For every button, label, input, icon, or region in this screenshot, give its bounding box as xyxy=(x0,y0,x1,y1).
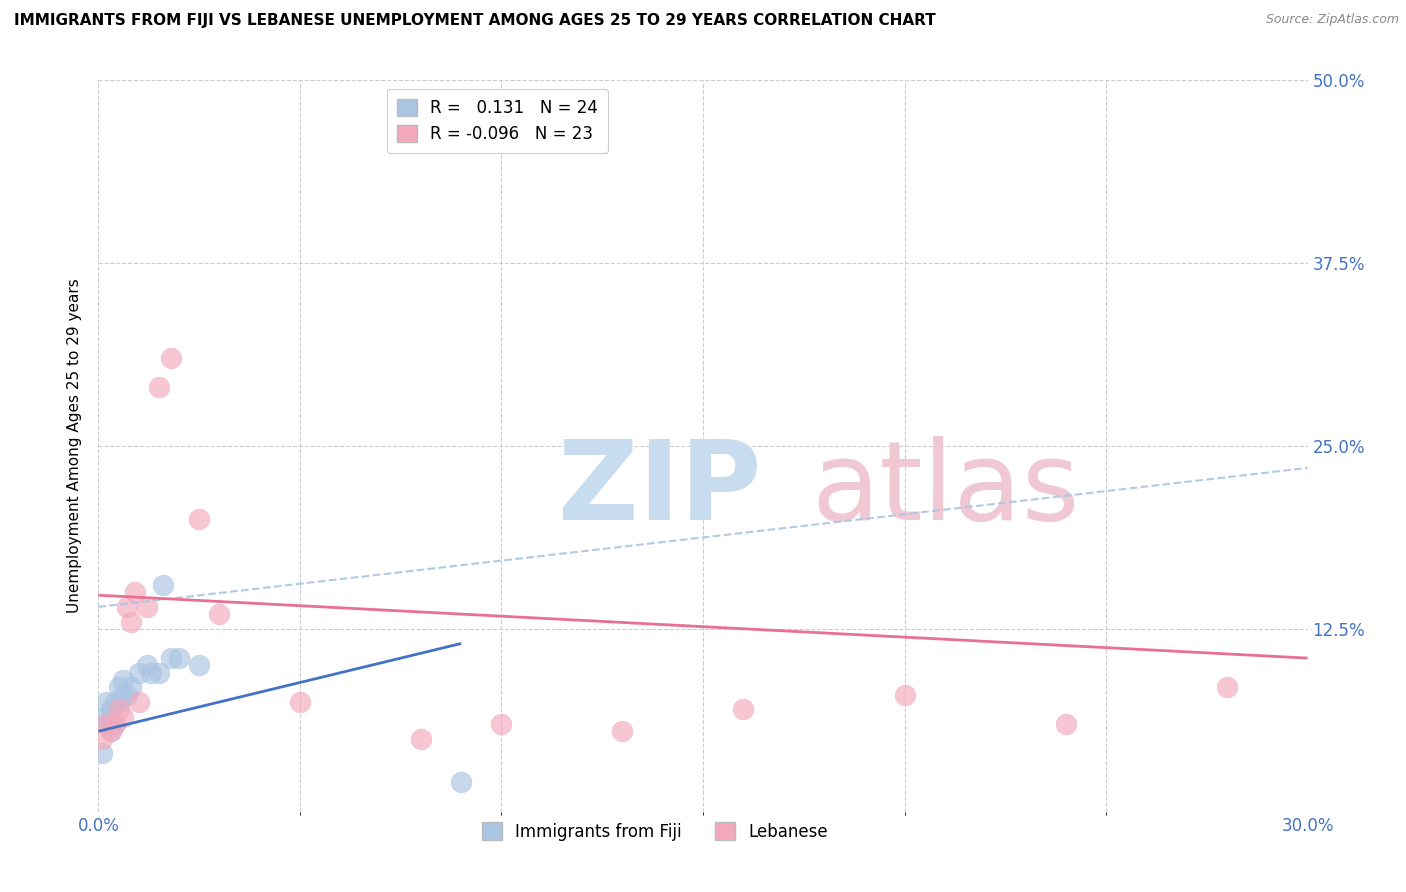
Point xyxy=(288,695,311,709)
Point xyxy=(612,724,634,739)
Point xyxy=(128,695,150,709)
Point xyxy=(128,665,150,680)
Point xyxy=(152,578,174,592)
Point xyxy=(107,681,129,695)
Text: IMMIGRANTS FROM FIJI VS LEBANESE UNEMPLOYMENT AMONG AGES 25 TO 29 YEARS CORRELAT: IMMIGRANTS FROM FIJI VS LEBANESE UNEMPLO… xyxy=(14,13,936,29)
Point xyxy=(160,651,183,665)
Point xyxy=(111,673,134,687)
Point xyxy=(188,512,211,526)
Point xyxy=(135,599,157,614)
Text: ZIP: ZIP xyxy=(558,436,761,543)
Point xyxy=(1216,681,1239,695)
Point xyxy=(148,665,170,680)
Point xyxy=(120,681,142,695)
Point xyxy=(103,717,125,731)
Point xyxy=(160,351,183,366)
Point xyxy=(450,775,472,789)
Point xyxy=(491,717,513,731)
Point xyxy=(100,724,122,739)
Point xyxy=(135,658,157,673)
Point xyxy=(100,724,122,739)
Point xyxy=(103,695,125,709)
Point xyxy=(96,709,118,723)
Point xyxy=(96,717,118,731)
Point xyxy=(167,651,190,665)
Text: Source: ZipAtlas.com: Source: ZipAtlas.com xyxy=(1265,13,1399,27)
Y-axis label: Unemployment Among Ages 25 to 29 years: Unemployment Among Ages 25 to 29 years xyxy=(67,278,83,614)
Point xyxy=(139,665,162,680)
Point xyxy=(96,717,118,731)
Point xyxy=(124,585,146,599)
Point xyxy=(91,746,114,760)
Point xyxy=(148,380,170,394)
Point xyxy=(188,658,211,673)
Point xyxy=(91,731,114,746)
Point xyxy=(100,709,122,723)
Point xyxy=(103,717,125,731)
Point xyxy=(107,695,129,709)
Text: atlas: atlas xyxy=(811,436,1080,543)
Point xyxy=(1054,717,1077,731)
Point xyxy=(409,731,432,746)
Point xyxy=(111,709,134,723)
Point xyxy=(111,688,134,702)
Point xyxy=(208,607,231,622)
Point xyxy=(893,688,915,702)
Point xyxy=(115,688,138,702)
Point xyxy=(107,702,129,716)
Point xyxy=(100,702,122,716)
Point xyxy=(115,599,138,614)
Point xyxy=(96,695,118,709)
Point xyxy=(733,702,755,716)
Point xyxy=(120,615,142,629)
Legend: Immigrants from Fiji, Lebanese: Immigrants from Fiji, Lebanese xyxy=(475,816,834,847)
